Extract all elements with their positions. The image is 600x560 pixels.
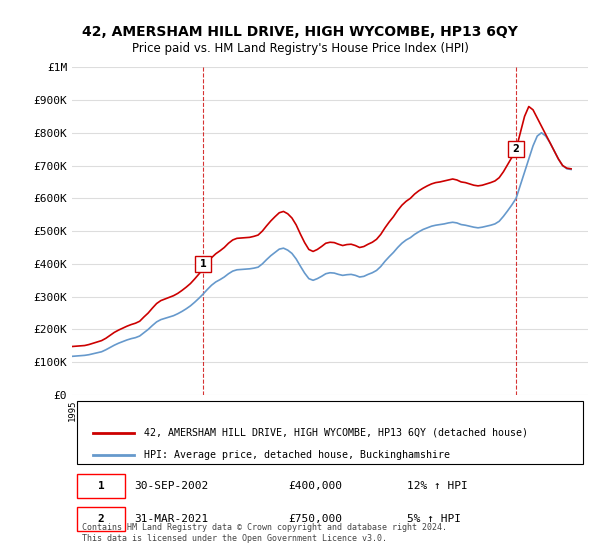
Text: 42, AMERSHAM HILL DRIVE, HIGH WYCOMBE, HP13 6QY: 42, AMERSHAM HILL DRIVE, HIGH WYCOMBE, H… [82, 25, 518, 39]
Text: £750,000: £750,000 [289, 514, 343, 524]
Text: 2: 2 [98, 514, 104, 524]
Text: 2: 2 [513, 144, 520, 154]
FancyBboxPatch shape [77, 507, 125, 531]
Text: 31-MAR-2021: 31-MAR-2021 [134, 514, 208, 524]
Text: 12% ↑ HPI: 12% ↑ HPI [407, 481, 468, 491]
FancyBboxPatch shape [77, 402, 583, 464]
Text: HPI: Average price, detached house, Buckinghamshire: HPI: Average price, detached house, Buck… [144, 450, 450, 460]
Text: 30-SEP-2002: 30-SEP-2002 [134, 481, 208, 491]
Text: Contains HM Land Registry data © Crown copyright and database right 2024.
This d: Contains HM Land Registry data © Crown c… [82, 524, 448, 543]
Text: £400,000: £400,000 [289, 481, 343, 491]
Text: Price paid vs. HM Land Registry's House Price Index (HPI): Price paid vs. HM Land Registry's House … [131, 42, 469, 55]
Text: 1: 1 [98, 481, 104, 491]
Text: 1: 1 [200, 259, 206, 269]
Text: 5% ↑ HPI: 5% ↑ HPI [407, 514, 461, 524]
FancyBboxPatch shape [77, 474, 125, 498]
Text: 42, AMERSHAM HILL DRIVE, HIGH WYCOMBE, HP13 6QY (detached house): 42, AMERSHAM HILL DRIVE, HIGH WYCOMBE, H… [144, 428, 528, 437]
